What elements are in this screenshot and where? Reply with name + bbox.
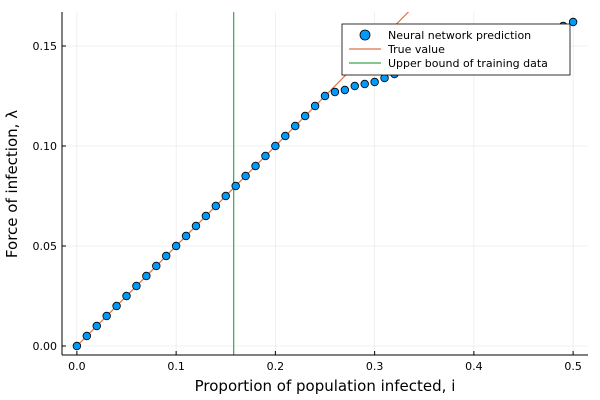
data-point: [281, 131, 290, 141]
data-point: [191, 221, 201, 231]
y-tick-label: 0.10: [33, 140, 58, 153]
x-tick-label: 0.4: [465, 360, 483, 373]
data-point: [330, 87, 340, 97]
data-point: [92, 321, 101, 331]
y-axis-label: Force of infection, λ: [3, 110, 21, 258]
data-point: [162, 251, 171, 261]
legend-marker-prediction: [359, 29, 371, 41]
data-point: [132, 281, 141, 291]
legend-label-upper-bound: Upper bound of training data: [388, 57, 548, 70]
data-point: [350, 81, 359, 91]
x-tick-label: 0.3: [366, 360, 384, 373]
legend: Neural network prediction True value Upp…: [341, 23, 571, 76]
y-tick-label: 0.15: [33, 40, 58, 53]
legend-label-true-value: True value: [387, 43, 445, 56]
y-tick-label: 0.00: [33, 340, 58, 353]
x-tick-label: 0.1: [167, 360, 185, 373]
data-point: [291, 121, 300, 131]
y-tick-label: 0.05: [33, 240, 58, 253]
axes: [61, 12, 588, 356]
x-axis-label: Proportion of population infected, i: [195, 377, 456, 395]
data-point: [370, 77, 379, 87]
data-point: [340, 85, 350, 95]
legend-label-prediction: Neural network prediction: [388, 29, 531, 42]
data-point: [360, 79, 369, 89]
x-tick-label: 0.2: [267, 360, 285, 373]
data-point: [201, 211, 211, 221]
data-point: [152, 261, 161, 271]
data-point: [261, 151, 270, 161]
tick-labels: 0.0 0.1 0.2 0.3 0.4 0.5 0.00 0.05 0.10 0.15: [33, 40, 582, 373]
data-point: [211, 201, 221, 211]
data-point: [271, 141, 280, 151]
data-point: [82, 331, 92, 341]
plot-area: [72, 12, 578, 355]
data-point: [142, 271, 151, 281]
data-point: [181, 231, 191, 241]
data-point: [72, 341, 82, 351]
data-point: [221, 191, 230, 201]
data-point: [122, 291, 131, 301]
data-point: [102, 311, 111, 321]
data-point: [568, 17, 578, 27]
data-point: [251, 161, 260, 171]
x-tick-label: 0.0: [68, 360, 86, 373]
data-point: [320, 91, 330, 101]
data-point: [300, 111, 310, 121]
data-point: [231, 181, 240, 191]
x-tick-label: 0.5: [564, 360, 582, 373]
data-point: [112, 301, 121, 311]
data-point: [171, 241, 181, 251]
data-point: [310, 101, 320, 111]
data-point: [241, 171, 250, 181]
